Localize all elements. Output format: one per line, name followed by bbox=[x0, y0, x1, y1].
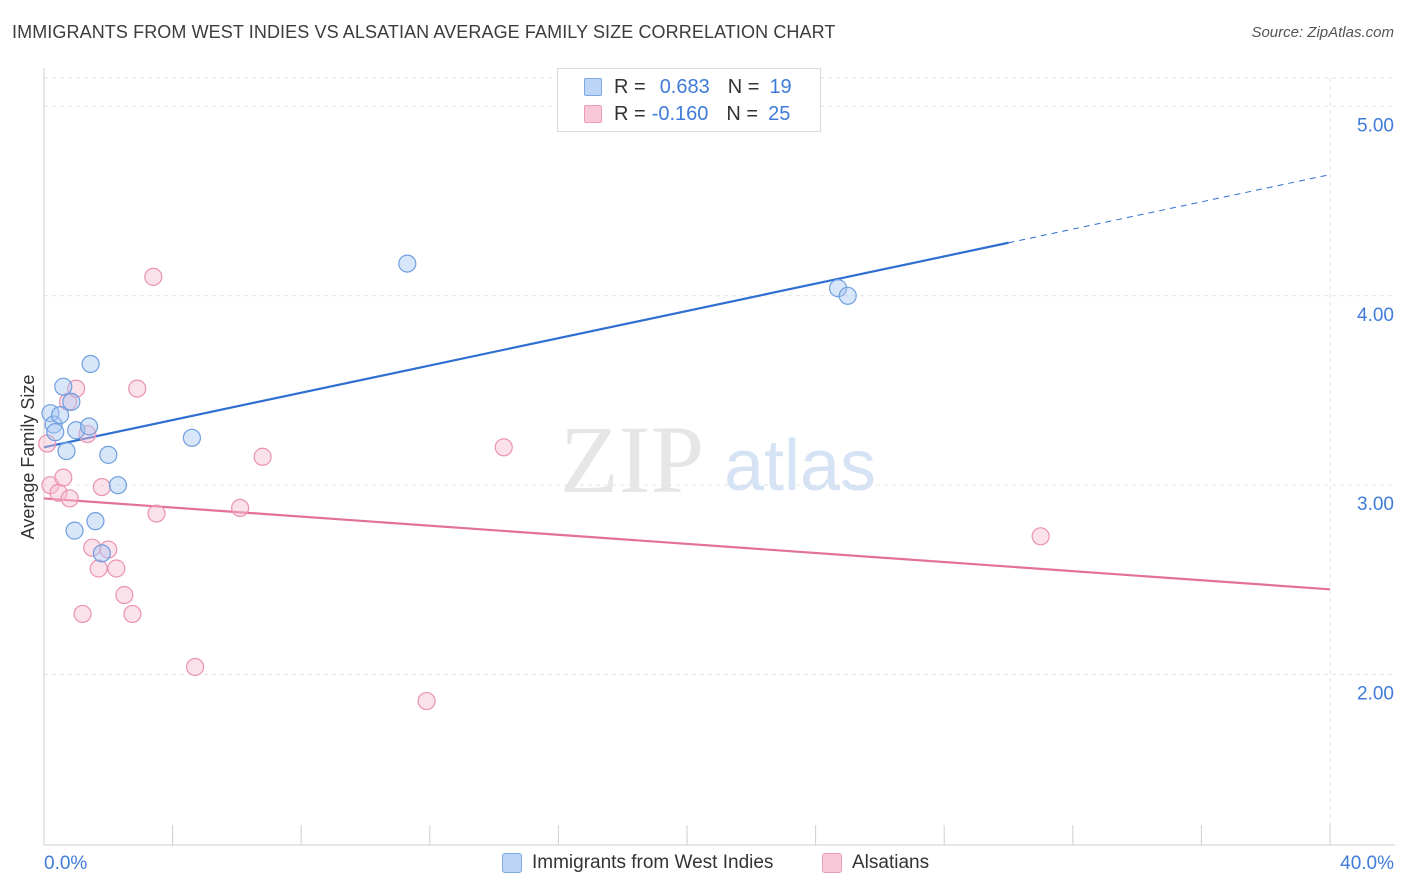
legend-row-west-indies: R = 0.683 N = 19 bbox=[584, 75, 792, 99]
legend-n-label: N = bbox=[727, 75, 760, 98]
point-alsatians bbox=[1031, 527, 1050, 546]
legend-r-label: R = bbox=[614, 75, 646, 98]
bottom-legend-west-indies: Immigrants from West Indies bbox=[502, 852, 773, 874]
source-label: Source: ZipAtlas.com bbox=[1251, 24, 1394, 41]
trend-line-west-indies bbox=[43, 241, 1009, 449]
y-tick-label: 5.00 bbox=[1357, 115, 1394, 136]
point-west-indies bbox=[182, 428, 201, 447]
legend-n-value: 19 bbox=[769, 75, 792, 98]
legend-row-alsatians: R = -0.160 N = 25 bbox=[584, 102, 790, 126]
point-alsatians bbox=[231, 498, 250, 517]
point-west-indies bbox=[829, 279, 848, 298]
point-alsatians bbox=[107, 559, 126, 578]
trend-line-alsatians bbox=[43, 497, 1331, 591]
point-alsatians bbox=[123, 604, 142, 624]
point-alsatians bbox=[494, 438, 513, 457]
point-west-indies bbox=[92, 544, 111, 563]
legend-n-value: 25 bbox=[768, 102, 791, 125]
point-west-indies bbox=[398, 254, 417, 273]
point-west-indies bbox=[57, 441, 76, 461]
legend-swatch-blue bbox=[584, 78, 602, 96]
legend-r-value: 0.683 bbox=[659, 75, 710, 98]
point-alsatians bbox=[73, 604, 92, 624]
x-tick-label-min: 0.0% bbox=[44, 853, 87, 874]
legend-n-label: N = bbox=[726, 102, 759, 125]
point-west-indies bbox=[50, 406, 70, 425]
point-alsatians bbox=[83, 538, 102, 557]
point-west-indies bbox=[99, 445, 118, 464]
point-alsatians bbox=[147, 504, 166, 523]
watermark-zip: ZIP bbox=[560, 406, 704, 513]
x-tick-label-max: 40.0% bbox=[1340, 853, 1394, 874]
bottom-legend-label-alsatians: Alsatians bbox=[852, 852, 930, 873]
y-tick-label: 3.00 bbox=[1357, 494, 1394, 515]
point-west-indies bbox=[86, 512, 105, 531]
legend-r-value: -0.160 bbox=[651, 102, 709, 125]
point-west-indies bbox=[65, 521, 84, 540]
bottom-legend-swatch-blue bbox=[502, 853, 522, 873]
point-alsatians bbox=[417, 691, 436, 711]
point-alsatians bbox=[60, 489, 79, 508]
point-west-indies bbox=[79, 417, 99, 436]
point-alsatians bbox=[78, 424, 97, 444]
legend-r-label: R = bbox=[614, 102, 646, 125]
chart-title: IMMIGRANTS FROM WEST INDIES VS ALSATIAN … bbox=[12, 22, 836, 42]
point-west-indies bbox=[54, 377, 73, 396]
bottom-legend-label-west-indies: Immigrants from West Indies bbox=[532, 852, 774, 873]
point-alsatians bbox=[89, 559, 108, 578]
y-tick-label: 4.00 bbox=[1357, 305, 1394, 326]
correlation-legend: R = 0.683 N = 19 R = -0.160 N = 25 bbox=[557, 68, 821, 132]
point-alsatians bbox=[92, 477, 111, 497]
point-alsatians bbox=[128, 379, 147, 398]
grid-layer bbox=[44, 77, 1395, 845]
point-alsatians bbox=[144, 267, 163, 286]
axis-layer: 2.00 3.00 4.00 5.00 bbox=[43, 68, 1395, 846]
legend-swatch-pink bbox=[584, 105, 602, 123]
y-axis-label: Average Family Size bbox=[18, 375, 38, 540]
point-alsatians bbox=[115, 585, 134, 605]
bottom-legend-alsatians: Alsatians bbox=[822, 852, 929, 874]
point-alsatians bbox=[253, 447, 272, 466]
point-west-indies bbox=[81, 354, 100, 374]
point-west-indies bbox=[108, 476, 128, 495]
y-tick-label: 2.00 bbox=[1357, 684, 1394, 705]
point-west-indies bbox=[46, 423, 65, 442]
trend-layer bbox=[43, 174, 1331, 591]
point-alsatians bbox=[186, 657, 205, 677]
point-west-indies bbox=[838, 286, 857, 305]
point-west-indies bbox=[62, 392, 81, 411]
point-west-indies bbox=[44, 415, 63, 434]
point-alsatians bbox=[54, 468, 73, 487]
trend-line-west-indies-extension bbox=[1008, 174, 1331, 244]
point-layer bbox=[38, 254, 1050, 711]
watermark-atlas: atlas bbox=[724, 426, 876, 506]
bottom-legend-swatch-pink bbox=[822, 853, 842, 873]
